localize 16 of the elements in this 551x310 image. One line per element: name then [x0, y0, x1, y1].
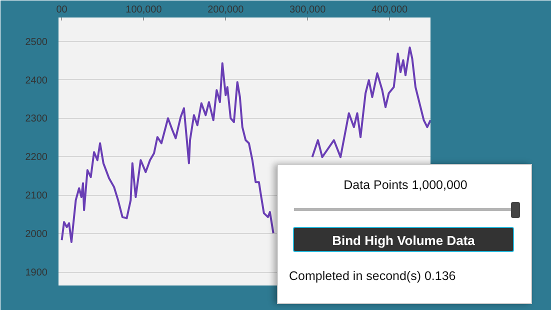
- x-tick-label: 00: [56, 4, 68, 16]
- y-tick-label: 2300: [25, 114, 48, 125]
- x-tick-label: 400,000: [371, 4, 408, 16]
- annotation: Completed in second(s) 0.136: [289, 268, 456, 285]
- y-tick-label: 2400: [25, 75, 48, 86]
- x-tick-label: 300,000: [290, 4, 326, 16]
- x-tick-label: 200,000: [208, 4, 244, 16]
- y-tick-label: 2000: [25, 229, 48, 240]
- picture-control-panel: Data Points 1,000,000 Bind High Volume Data Completed in second(s) 0.136: [277, 164, 532, 304]
- annotation: Data Points 1,000,000: [342, 177, 468, 194]
- y-tick-label: 2100: [25, 190, 48, 202]
- picture-button: Bind High Volume Data: [293, 227, 514, 252]
- x-tick-label: 100,000: [126, 4, 162, 16]
- y-tick-label: 2200: [25, 152, 48, 164]
- y-tick-label: 2500: [25, 36, 48, 48]
- y-tick-label: 1900: [25, 268, 48, 279]
